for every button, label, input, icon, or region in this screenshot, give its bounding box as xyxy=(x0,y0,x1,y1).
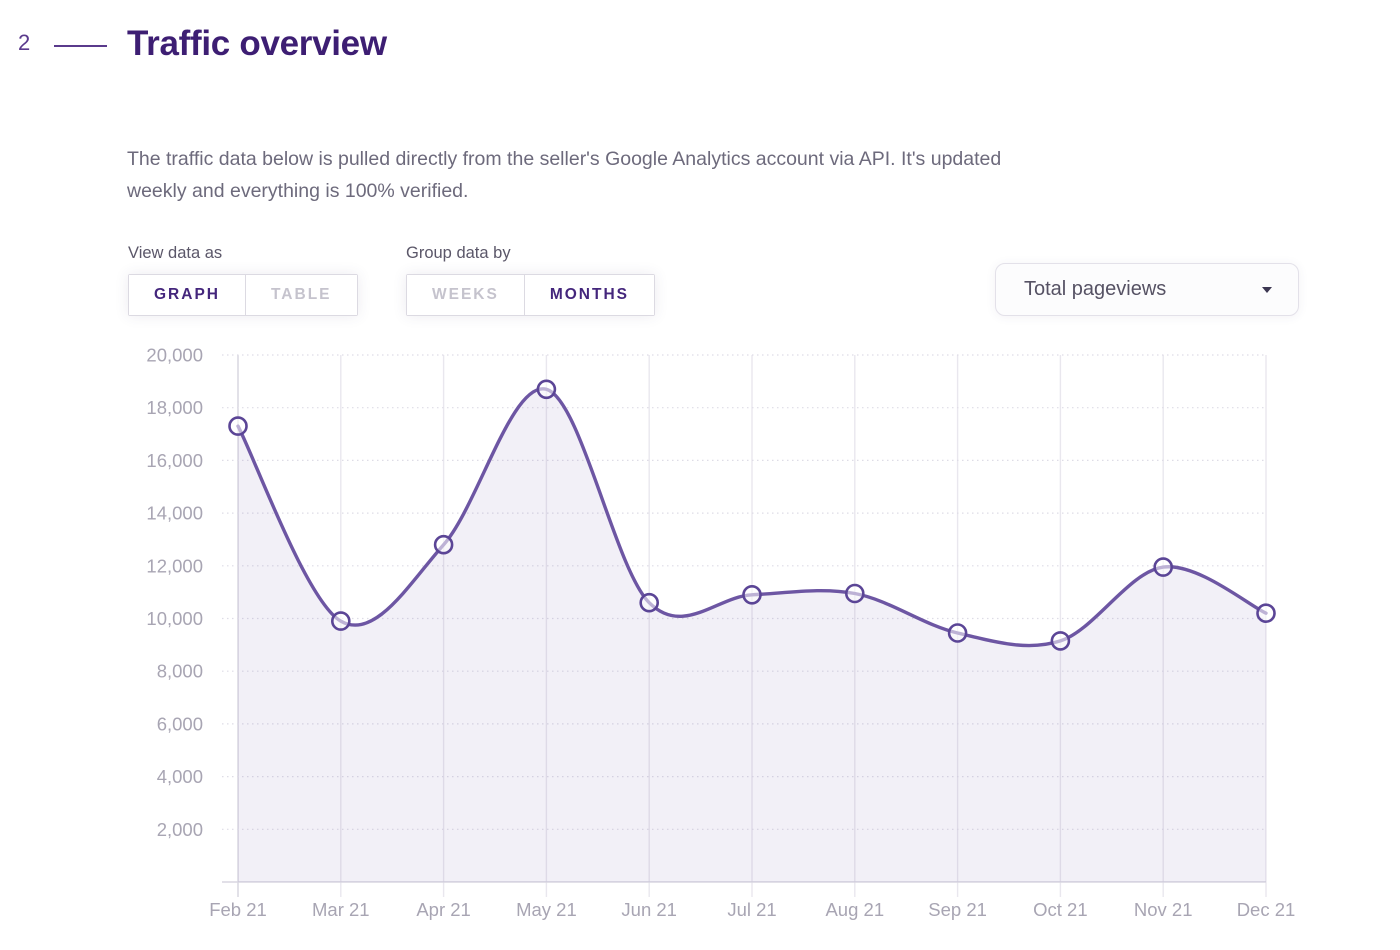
chart-data-point xyxy=(844,583,865,604)
metric-select-value: Total pageviews xyxy=(1024,278,1167,300)
caret-down-icon xyxy=(1262,286,1272,293)
chart-data-point xyxy=(742,585,762,605)
chart-data-point xyxy=(1153,557,1173,577)
group-data-by-label: Group data by xyxy=(406,244,511,262)
description-line-2: weekly and everything is 100% verified. xyxy=(127,180,469,202)
chart-data-point xyxy=(331,611,351,631)
description-text: The traffic data below is pulled directl… xyxy=(127,143,1001,207)
table-toggle-button[interactable]: TABLE xyxy=(244,275,357,315)
y-axis-tick-label: 10,000 xyxy=(146,608,203,629)
chart-data-point xyxy=(1256,603,1276,624)
y-axis-tick-label: 2,000 xyxy=(157,819,203,840)
y-axis-tick-label: 20,000 xyxy=(146,345,203,366)
y-axis-tick-label: 8,000 xyxy=(157,661,203,682)
y-axis-tick-label: 14,000 xyxy=(146,503,203,524)
traffic-chart: 2,000 4,000 6,000 8,000 10,000 12,000 14,000 16… xyxy=(115,345,1400,935)
weeks-toggle-button[interactable]: WEEKS xyxy=(407,275,524,315)
y-axis-tick-label: 18,000 xyxy=(146,397,203,418)
y-axis-tick-label: 12,000 xyxy=(146,555,203,576)
x-axis-tick-label: Oct 21 xyxy=(1033,899,1088,920)
chart-data-point xyxy=(228,416,248,436)
y-axis-tick-label: 16,000 xyxy=(146,450,203,471)
group-data-by-toggle: WEEKS MONTHS xyxy=(406,274,656,316)
y-axis-tick-label: 4,000 xyxy=(157,766,203,787)
chart-series-line xyxy=(236,387,1268,648)
x-axis-tick-label: Jun 21 xyxy=(621,899,677,920)
page-title: Traffic overview xyxy=(127,24,387,63)
chart-data-point xyxy=(1050,631,1071,651)
x-axis-tick-label: Nov 21 xyxy=(1134,899,1193,920)
x-axis-tick-label: Jul 21 xyxy=(727,899,776,920)
section-number: 2 xyxy=(18,30,31,55)
x-axis-tick-label: Aug 21 xyxy=(825,899,884,920)
chart-data-point xyxy=(947,623,968,643)
metric-select-dropdown[interactable]: Total pageviews xyxy=(995,263,1299,316)
chart-data-point xyxy=(536,379,557,400)
view-data-as-label: View data as xyxy=(128,244,223,262)
section-rule xyxy=(54,45,107,47)
x-axis-tick-label: Apr 21 xyxy=(416,899,471,920)
chart-area-fill xyxy=(238,388,1266,882)
x-axis-tick-label: Mar 21 xyxy=(312,899,370,920)
view-data-as-toggle: GRAPH TABLE xyxy=(128,274,358,316)
months-toggle-button[interactable]: MONTHS xyxy=(523,275,655,315)
x-axis-tick-label: Feb 21 xyxy=(209,899,267,920)
graph-toggle-button[interactable]: GRAPH xyxy=(129,275,245,315)
x-axis-tick-label: May 21 xyxy=(516,899,577,920)
traffic-chart-svg: 2,000 4,000 6,000 8,000 10,000 12,000 14,000 16… xyxy=(146,345,1296,921)
chart-data-point xyxy=(433,534,454,555)
chart-data-point xyxy=(639,592,660,613)
y-axis-tick-label: 6,000 xyxy=(157,713,203,734)
x-axis-tick-label: Sep 21 xyxy=(928,899,987,920)
description-line-1: The traffic data below is pulled directl… xyxy=(127,148,1002,170)
x-axis-tick-label: Dec 21 xyxy=(1237,899,1296,920)
